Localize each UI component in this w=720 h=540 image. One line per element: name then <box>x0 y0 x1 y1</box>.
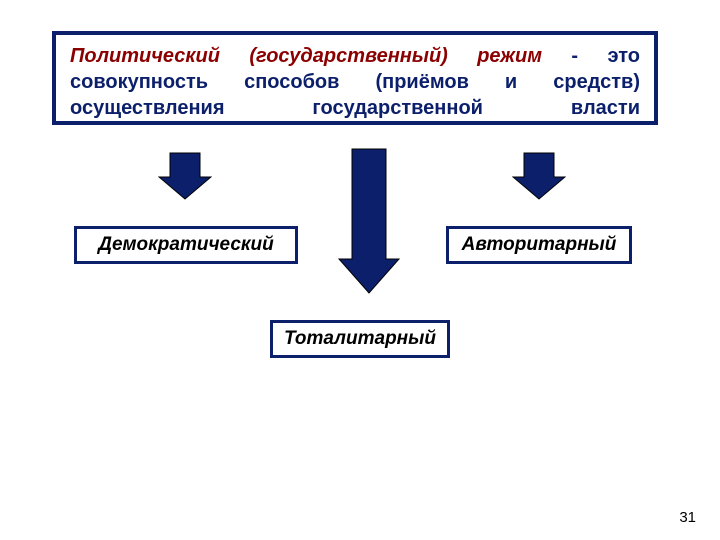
regime-box-democratic: Демократический <box>74 226 298 264</box>
arrow-down-right <box>512 152 566 200</box>
definition-term: Политический (государственный) режим <box>70 45 542 67</box>
page-number: 31 <box>679 509 696 526</box>
definition-box: Политический (государственный) режим - э… <box>52 31 658 125</box>
slide-canvas: Политический (государственный) режим - э… <box>0 0 720 540</box>
definition-body: совокупность способов (приёмов и средств… <box>70 71 640 119</box>
regime-label-authoritarian: Авторитарный <box>462 234 617 256</box>
regime-box-authoritarian: Авторитарный <box>446 226 632 264</box>
regime-label-totalitarian: Тоталитарный <box>284 328 436 350</box>
regime-label-democratic: Демократический <box>98 234 274 256</box>
arrow-down-left <box>158 152 212 200</box>
definition-connector: - это <box>542 45 640 67</box>
regime-box-totalitarian: Тоталитарный <box>270 320 450 358</box>
arrow-down-center <box>338 148 400 294</box>
